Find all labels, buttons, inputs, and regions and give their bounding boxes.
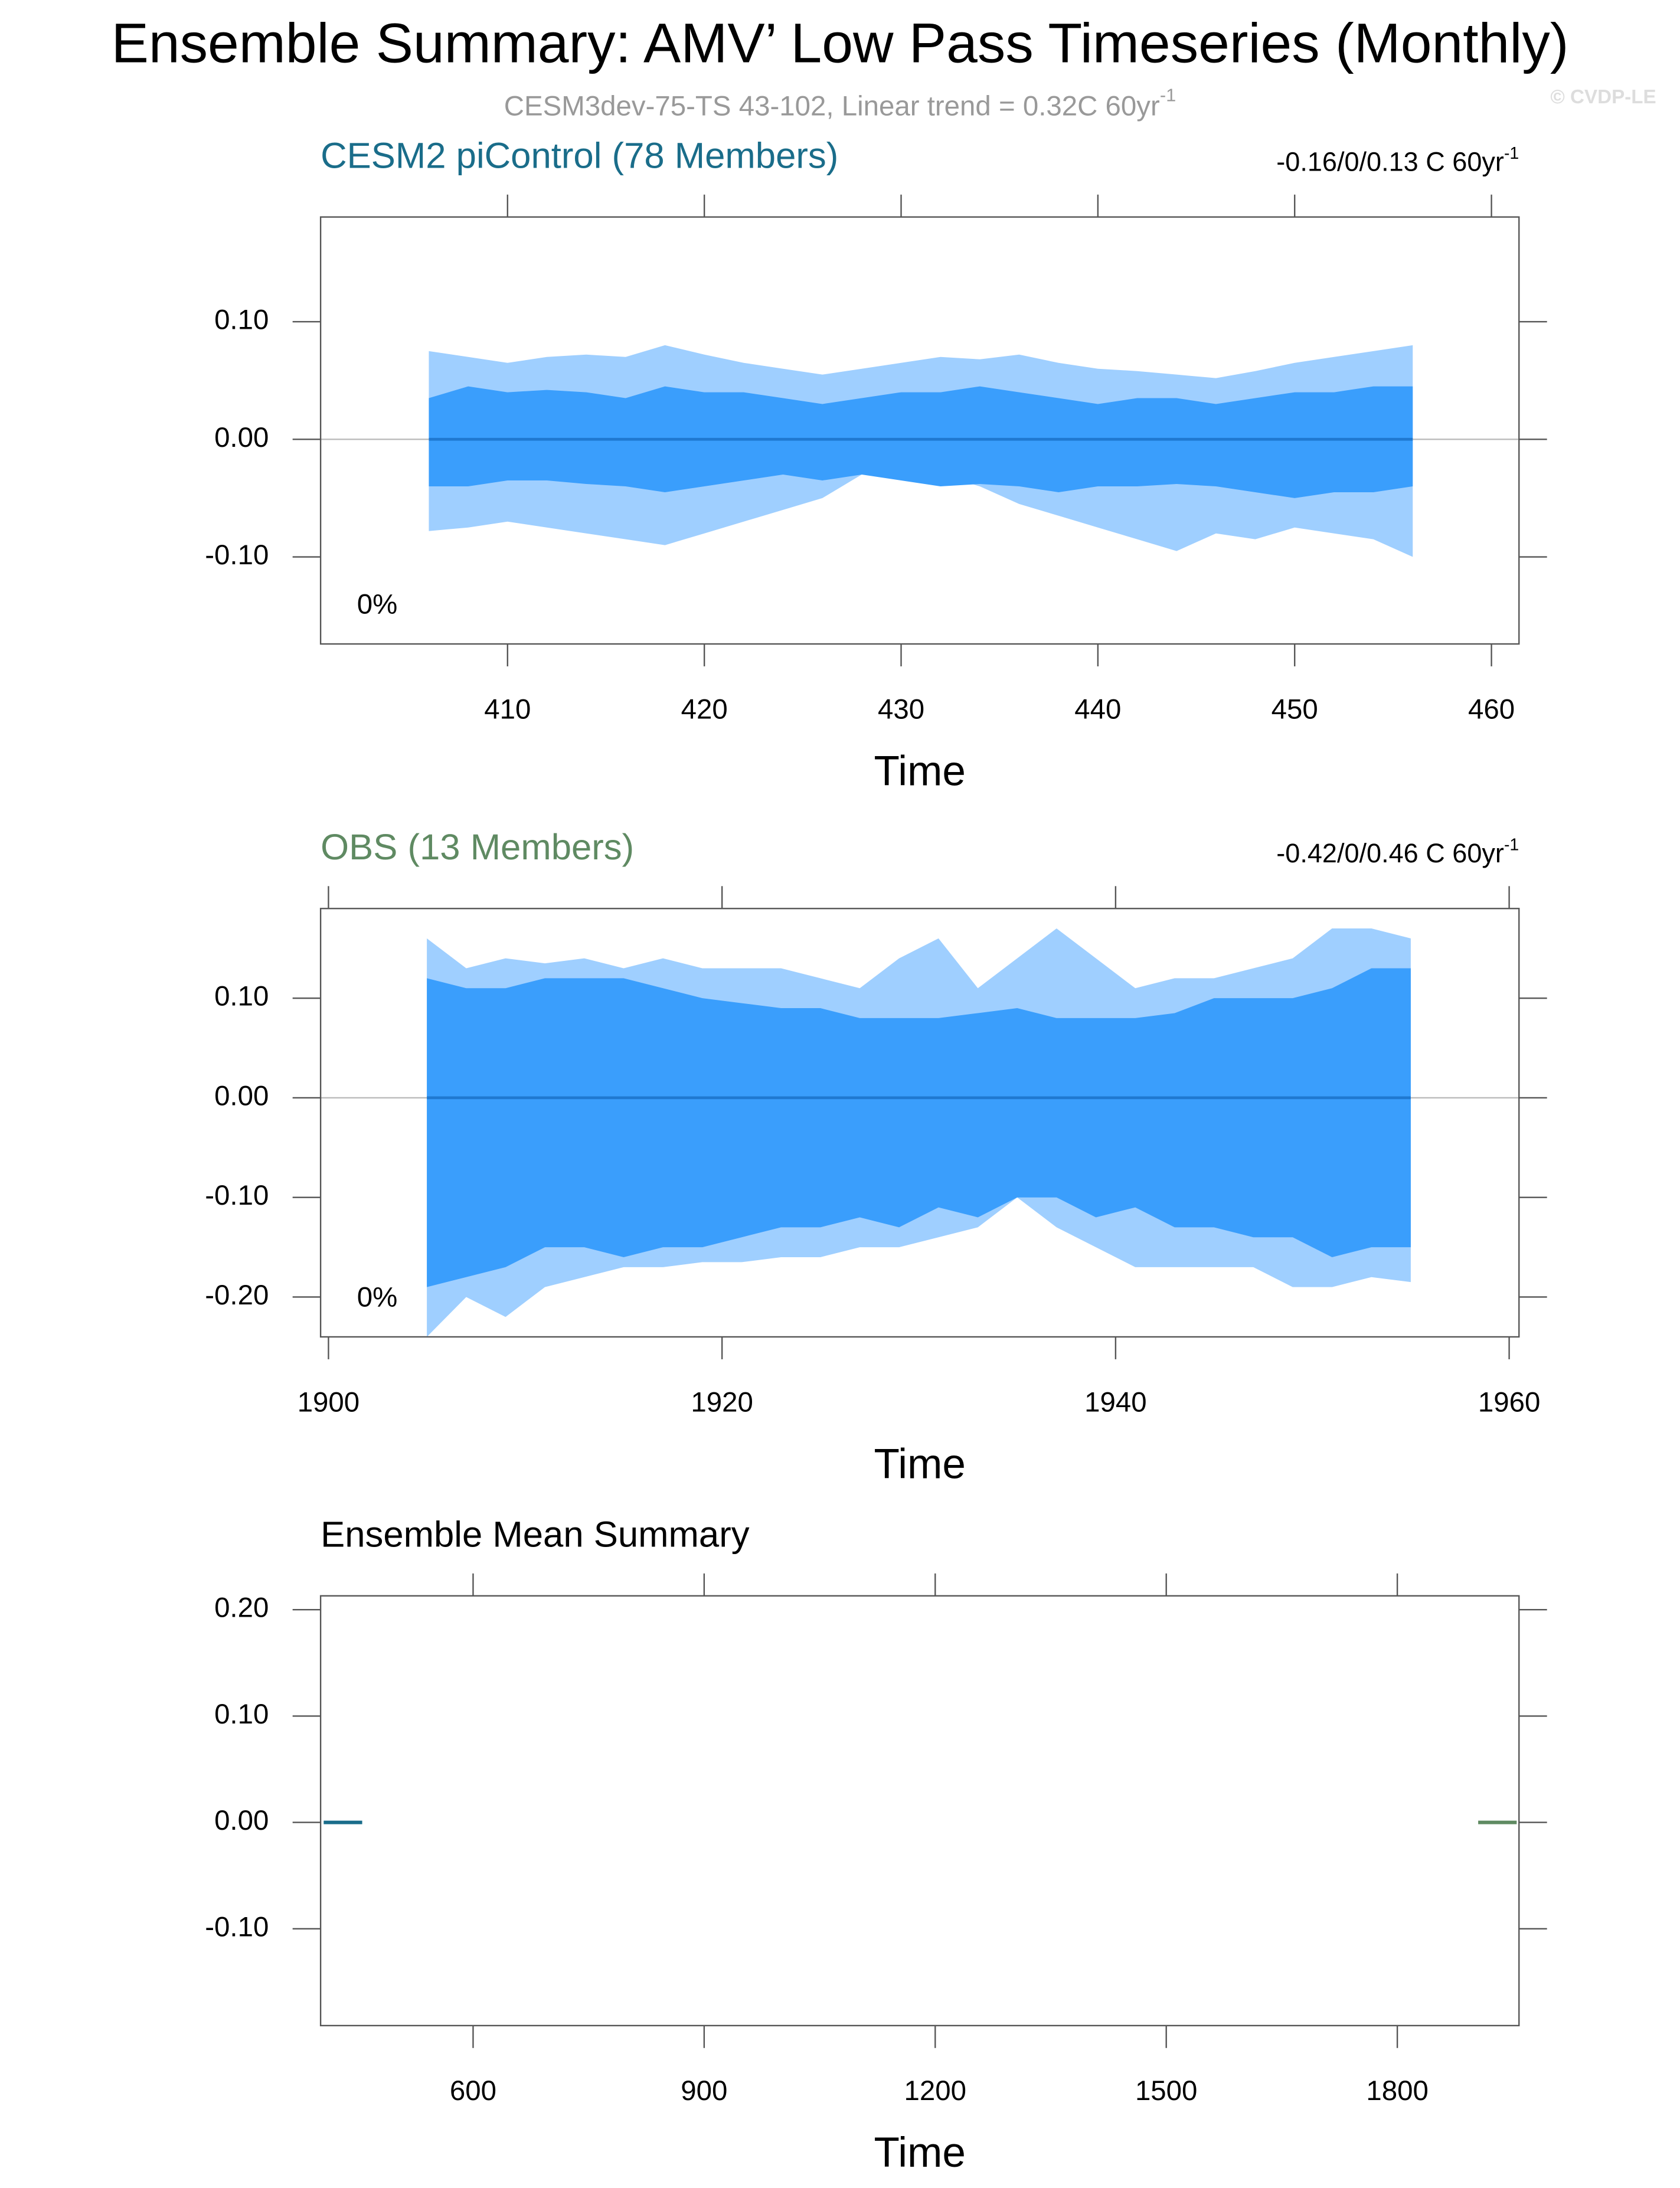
x-tick-label: 420: [681, 694, 728, 725]
x-tick-label: 410: [484, 694, 531, 725]
chart-title: CESM2 piControl (78 Members): [321, 135, 838, 176]
x-tick-label: 1920: [691, 1386, 753, 1418]
y-tick-label: 0.10: [214, 1699, 269, 1730]
subtitle-sup: -1: [1160, 85, 1176, 106]
corner-label: 0%: [357, 589, 398, 620]
x-tick-label: 600: [450, 2075, 496, 2107]
plot-frame: [319, 1595, 1520, 2027]
y-tick-label: -0.10: [205, 1911, 269, 1942]
x-tick-label: 900: [681, 2075, 727, 2107]
plot-frame: [319, 908, 1520, 1338]
x-tick-label: 1200: [904, 2075, 966, 2107]
trend-text: -0.42/0/0.46 C 60yr: [1276, 838, 1504, 868]
y-tick-label: -0.10: [205, 1180, 269, 1211]
plot-frame: [319, 216, 1520, 645]
y-tick-label: 0.00: [214, 422, 269, 453]
chart: OBS (13 Members) -0.42/0/0.46 C 60yr-1 0% 0…: [205, 827, 1547, 1487]
credit: © CVDP-LE: [1550, 86, 1656, 108]
chart-title: Ensemble Mean Summary: [321, 1514, 750, 1555]
trend-label: -0.42/0/0.46 C 60yr-1: [1276, 835, 1519, 868]
x-axis-label: Time: [874, 2130, 965, 2176]
x-tick-label: 430: [878, 694, 924, 725]
chart-title: OBS (13 Members): [321, 827, 634, 868]
x-tick-label: 450: [1272, 694, 1318, 725]
corner-label: 0%: [357, 1281, 398, 1313]
x-tick-label: 1960: [1478, 1386, 1541, 1418]
chart: Ensemble Mean Summary 0.20 0.10 0.00 -0.10 60…: [205, 1514, 1547, 2176]
trend-sup: -1: [1504, 143, 1519, 162]
x-tick-label: 440: [1074, 694, 1121, 725]
x-tick-label: 1500: [1135, 2075, 1197, 2107]
page-title: Ensemble Summary: AMV’ Low Pass Timeseri…: [112, 12, 1569, 75]
trend-label: -0.16/0/0.13 C 60yr-1: [1276, 143, 1519, 176]
y-tick-label: 0.00: [214, 1080, 269, 1111]
x-axis-label: Time: [874, 1441, 965, 1487]
x-tick-label: 1900: [298, 1386, 360, 1418]
y-tick-label: -0.10: [205, 539, 269, 571]
subtitle-text: CESM3dev-75-TS 43-102, Linear trend = 0.…: [504, 90, 1160, 122]
y-tick-label: -0.20: [205, 1280, 269, 1311]
band: [429, 386, 1413, 498]
subtitle: CESM3dev-75-TS 43-102, Linear trend = 0.…: [504, 85, 1176, 122]
chart: CESM2 piControl (78 Members) -0.16/0/0.13…: [205, 135, 1547, 794]
x-axis-label: Time: [874, 748, 965, 794]
y-tick-label: 0.10: [214, 305, 269, 336]
x-tick-label: 1800: [1366, 2075, 1429, 2107]
y-tick-label: 0.10: [214, 981, 269, 1012]
band: [427, 968, 1411, 1287]
trend-text: -0.16/0/0.13 C 60yr: [1276, 146, 1504, 176]
y-tick-label: 0.20: [214, 1592, 269, 1624]
x-tick-label: 460: [1468, 694, 1515, 725]
y-tick-label: 0.00: [214, 1805, 269, 1836]
trend-sup: -1: [1504, 835, 1519, 854]
x-tick-label: 1940: [1084, 1386, 1146, 1418]
